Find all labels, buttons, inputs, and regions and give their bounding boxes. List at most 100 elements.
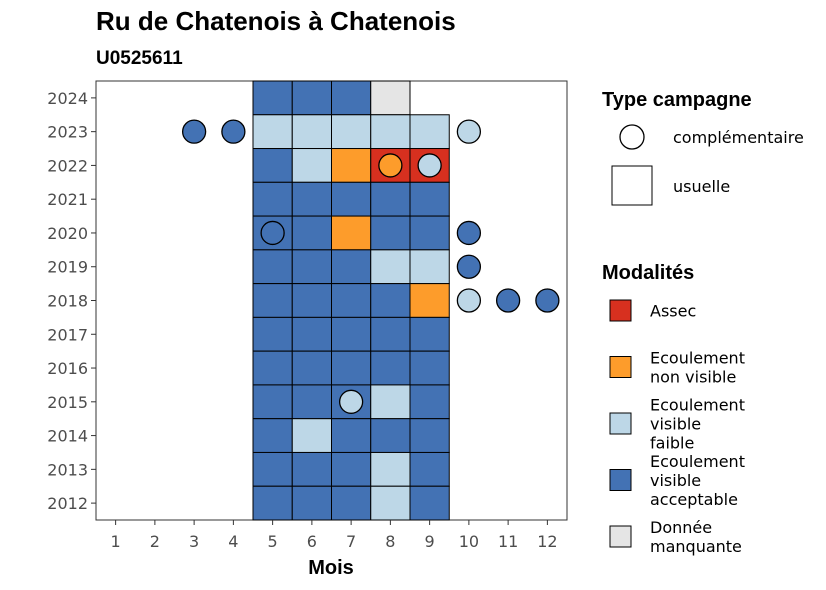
y-tick-label: 2023: [47, 123, 88, 142]
tile-2024-8: [370, 80, 411, 116]
tile-2019-9: [409, 249, 450, 285]
x-tick-label: 7: [346, 532, 356, 551]
tile-2016-7: [331, 350, 372, 386]
tile-2024-6: [291, 80, 332, 116]
legend-label-donnee-manquante: Donnée: [650, 518, 712, 537]
tile-2019-8: [370, 249, 411, 285]
tile-2018-9: [409, 283, 450, 318]
tile-2022-5: [252, 148, 293, 183]
x-tick-label: 8: [385, 532, 395, 551]
y-axis: 2024 2023 2022 2021 2020 2019 2018 2017 2016 2015…: [47, 89, 96, 513]
tile-2013-8: [370, 451, 411, 487]
legend-label-ecoulement-visible-faible: faible: [650, 434, 694, 453]
x-axis: 1 2 3 4 5 6 7 8 9 10 11 12: [111, 520, 558, 551]
tile-2019-6: [291, 249, 332, 285]
tile-2023-9: [409, 114, 450, 150]
tile-2018-8: [370, 283, 411, 318]
tile-2013-9: [409, 451, 450, 487]
tile-2020-6: [291, 215, 332, 251]
tile-2012-9: [409, 485, 450, 521]
legend-complementaire-label: complémentaire: [673, 128, 804, 147]
tile-2021-9: [409, 181, 450, 217]
y-tick-label: 2014: [47, 427, 88, 446]
legend-key-ecoulement-visible-faible: [609, 412, 632, 435]
tile-2012-5: [252, 485, 293, 521]
y-tick-label: 2024: [47, 89, 88, 108]
x-tick-label: 11: [498, 532, 518, 551]
x-tick-label: 1: [111, 532, 121, 551]
point-2023-10: [456, 119, 482, 144]
x-tick-label: 5: [268, 532, 278, 551]
tile-2017-9: [409, 316, 450, 352]
legend-modalites: Modalités Assec Ecoulement non visible Ecou…: [602, 262, 745, 556]
chart-title: Ru de Chatenois à Chatenois: [96, 6, 456, 36]
legend-type-campagne: Type campagne complémentaire usuelle: [602, 89, 804, 206]
legend-key-ecoulement-non-visible: [609, 356, 632, 378]
tile-2012-6: [291, 485, 332, 521]
tile-2015-5: [252, 384, 293, 420]
legend-label-assec: Assec: [650, 302, 696, 321]
tile-2020-9: [409, 215, 450, 251]
tile-2012-7: [331, 485, 372, 521]
tile-2024-5: [252, 80, 293, 116]
legend-label-ecoulement-visible-faible: Ecoulement: [650, 396, 745, 415]
legend-type-campagne-title: Type campagne: [602, 89, 752, 111]
legend-label-ecoulement-visible-acceptable: acceptable: [650, 490, 738, 509]
point-2020-10: [456, 220, 482, 246]
x-tick-label: 12: [537, 532, 557, 551]
tile-2023-7: [331, 114, 372, 150]
tile-2018-7: [331, 283, 372, 318]
tile-2020-7: [331, 215, 372, 251]
tile-2019-7: [331, 249, 372, 285]
point-2022-9: [417, 153, 442, 178]
tile-2014-5: [252, 418, 293, 453]
tile-2016-6: [291, 350, 332, 386]
tile-2020-8: [370, 215, 411, 251]
x-tick-label: 2: [150, 532, 160, 551]
tile-2014-7: [331, 418, 372, 453]
legend-complementaire-key: [619, 124, 645, 150]
y-tick-label: 2017: [47, 325, 88, 344]
complementaire-points: [181, 119, 560, 414]
y-tick-label: 2018: [47, 292, 88, 311]
usuelle-tiles: [252, 80, 450, 521]
legend-label-ecoulement-non-visible: non visible: [650, 368, 736, 387]
x-tick-label: 9: [425, 532, 435, 551]
x-tick-label: 6: [307, 532, 317, 551]
point-2022-8: [378, 153, 403, 178]
y-tick-label: 2016: [47, 359, 88, 378]
tile-2023-8: [370, 114, 411, 150]
y-tick-label: 2022: [47, 156, 88, 175]
point-2018-10: [456, 288, 482, 313]
y-tick-label: 2012: [47, 494, 88, 513]
point-2018-11: [495, 288, 521, 313]
tile-2024-7: [331, 80, 372, 116]
tile-2016-8: [370, 350, 411, 386]
legend-label-ecoulement-visible-faible: visible: [650, 415, 701, 434]
point-2015-7: [338, 389, 364, 414]
tile-2016-5: [252, 350, 293, 386]
y-tick-label: 2021: [47, 190, 88, 209]
legend-usuelle-label: usuelle: [673, 177, 730, 196]
legend-label-ecoulement-visible-acceptable: Ecoulement: [650, 452, 745, 471]
point-2018-12: [535, 288, 560, 313]
x-tick-label: 3: [189, 532, 199, 551]
y-tick-label: 2019: [47, 258, 88, 277]
legend-key-ecoulement-visible-acceptable: [609, 469, 632, 491]
tile-2016-9: [409, 350, 450, 386]
tile-2018-6: [291, 283, 332, 318]
point-2019-10: [456, 254, 482, 279]
tile-2015-9: [409, 384, 450, 420]
legend-key-assec: [609, 299, 632, 322]
legend-modalites-title: Modalités: [602, 262, 694, 284]
tile-2023-6: [291, 114, 332, 150]
y-tick-label: 2015: [47, 393, 88, 412]
tile-2021-6: [291, 181, 332, 217]
point-2023-3: [181, 119, 207, 144]
tile-2014-8: [370, 418, 411, 453]
tile-2023-5: [252, 114, 293, 150]
y-tick-label: 2020: [47, 224, 88, 243]
tile-2015-8: [370, 384, 411, 420]
tile-2013-7: [331, 451, 372, 487]
